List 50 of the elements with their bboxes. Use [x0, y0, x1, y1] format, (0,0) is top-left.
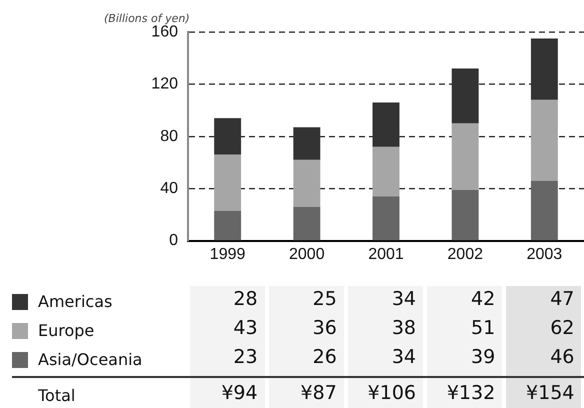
data-label: 34: [390, 288, 416, 310]
data-label: 23: [232, 346, 258, 368]
bar: [372, 146, 400, 196]
text: ¥154: [526, 382, 574, 404]
y-tick-label: 160: [151, 23, 178, 40]
x-tick-label: 1999: [210, 246, 246, 263]
x-tick-label: 2000: [289, 246, 325, 263]
x-tick-label: 2002: [447, 246, 484, 263]
data-label: 43: [232, 317, 258, 339]
data-label: 28: [232, 288, 258, 310]
y-tick-label: 0: [169, 232, 178, 250]
text: ¥87: [300, 382, 337, 404]
data-label: 34: [390, 346, 416, 368]
text: Total: [38, 386, 76, 405]
text: ¥106: [368, 382, 416, 404]
bar: [293, 206, 320, 240]
x-tick-label: 2001: [368, 246, 404, 263]
data-label: 39: [470, 346, 496, 368]
legend-label: Asia/Oceania: [38, 350, 142, 369]
bar: [530, 180, 558, 240]
bar: [452, 123, 479, 190]
x-tick-label: 2003: [526, 246, 562, 263]
bar: [530, 100, 558, 181]
text: ¥94: [220, 382, 258, 404]
data-label: 46: [549, 346, 574, 368]
bar: [214, 154, 242, 211]
legend-label: Americas: [38, 292, 112, 311]
bar: [530, 38, 558, 100]
bar: [214, 210, 242, 240]
bar: [293, 160, 320, 207]
legend-label: Europe: [38, 321, 94, 340]
data-label: 42: [470, 288, 496, 310]
data-label: 47: [549, 288, 574, 310]
text: ¥132: [446, 382, 496, 404]
y-tick-label: 40: [160, 180, 178, 198]
bar: [372, 196, 400, 240]
bar: [372, 102, 400, 147]
data-label: 36: [312, 317, 337, 339]
data-label: 38: [390, 317, 416, 339]
bar: [293, 127, 320, 160]
bar: [214, 118, 242, 155]
data-label: 25: [312, 288, 337, 310]
bar: [452, 190, 479, 240]
y-tick-label: 120: [151, 76, 178, 93]
y-tick-label: 80: [160, 128, 178, 145]
data-label: 26: [312, 346, 337, 368]
y-axis-title: (Billions of yen): [104, 12, 190, 25]
data-label: 51: [470, 317, 496, 339]
bar: [452, 68, 479, 124]
data-label: 62: [549, 317, 574, 339]
